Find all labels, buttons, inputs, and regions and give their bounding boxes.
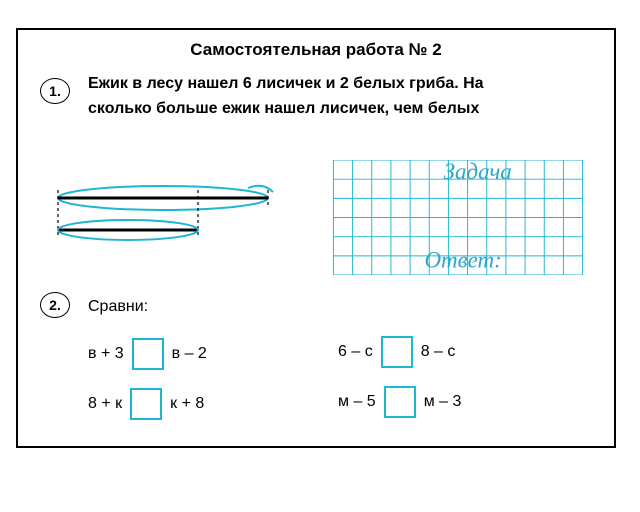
grid-label-answer: Ответ: [424,247,501,272]
compare-box-2[interactable] [130,388,162,420]
pair1-left: в + 3 [88,345,124,363]
pair2-right: к + 8 [170,395,204,413]
pair1-right: в – 2 [172,345,207,363]
pair4-left: м – 5 [338,393,376,411]
compare-pair-4: м – 5 м – 3 [338,386,461,418]
question-1-number: 1. [40,78,70,104]
grid-label-task: Задача [444,160,512,184]
compare-pair-1: в + 3 в – 2 [88,338,207,370]
q1-line2: сколько больше ежик нашел лисичек, чем б… [88,100,479,117]
compare-box-4[interactable] [384,386,416,418]
pair3-right: 8 – с [421,343,456,361]
pair4-right: м – 3 [424,393,462,411]
question-1-text: Ежик в лесу нашел 6 лисичек и 2 белых гр… [88,72,588,122]
compare-pair-2: 8 + к к + 8 [88,388,204,420]
question-2-number: 2. [40,292,70,318]
pair2-left: 8 + к [88,395,122,413]
question-2-label: Сравни: [88,298,148,316]
pair3-left: 6 – с [338,343,373,361]
worksheet-frame: Самостоятельная работа № 2 1. Ежик в лес… [16,28,616,448]
q1-line1: Ежик в лесу нашел 6 лисичек и 2 белых гр… [88,75,484,92]
tape-diagram [48,170,298,260]
compare-pair-3: 6 – с 8 – с [338,336,455,368]
worksheet-title: Самостоятельная работа № 2 [18,40,614,60]
compare-box-1[interactable] [132,338,164,370]
compare-box-3[interactable] [381,336,413,368]
answer-grid: Задача Ответ: [328,160,588,275]
